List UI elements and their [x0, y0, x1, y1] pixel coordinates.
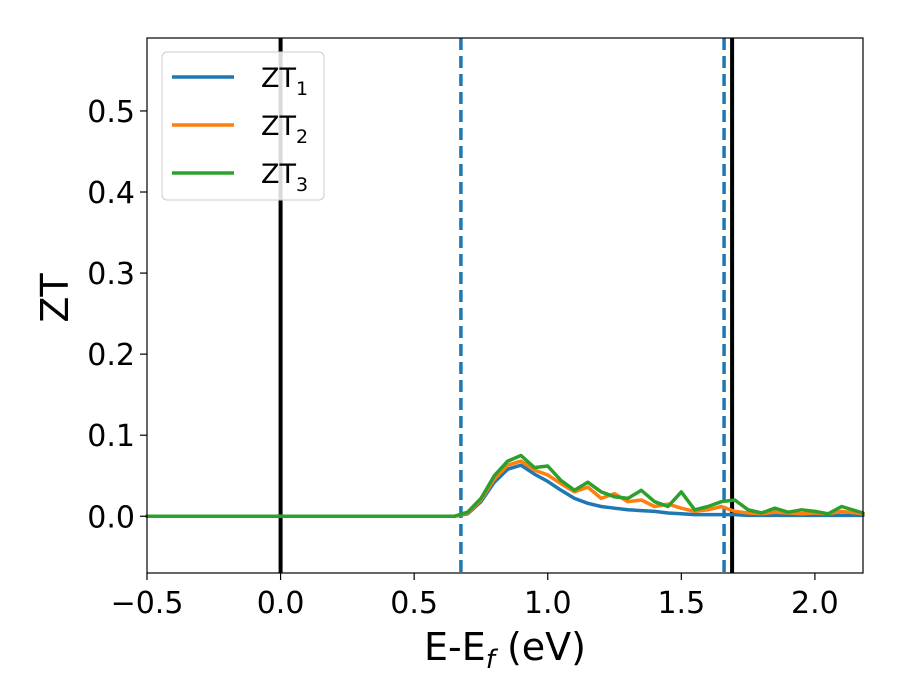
legend: ZT1 ZT2 ZT3	[161, 51, 325, 201]
reference-lines	[278, 38, 735, 573]
x-tick-label: 1.0	[524, 586, 572, 621]
x-axis-label: E-Ef (eV)	[424, 625, 586, 675]
x-tick-label: −0.5	[111, 586, 184, 621]
x-tick-label: 0.5	[390, 586, 438, 621]
legend-label-1: ZT1	[261, 63, 308, 100]
series-line-2	[145, 459, 865, 519]
x-tick-label: 1.5	[657, 586, 705, 621]
y-axis-ticks: 0.0 0.1 0.2 0.3 0.4 0.5	[87, 95, 147, 535]
series-line-1	[145, 463, 865, 519]
y-tick-label: 0.5	[87, 95, 135, 130]
legend-box	[161, 51, 325, 201]
y-tick-label: 0.3	[87, 257, 135, 292]
y-tick-label: 0.0	[87, 500, 135, 535]
series-line-3	[145, 453, 865, 519]
y-tick-label: 0.4	[87, 176, 135, 211]
x-axis-ticks: −0.5 0.0 0.5 1.0 1.5 2.0	[111, 573, 839, 621]
y-tick-label: 0.1	[87, 419, 135, 454]
legend-label-2: ZT2	[261, 111, 308, 148]
x-tick-label: 2.0	[791, 586, 839, 621]
legend-label-3: ZT3	[261, 159, 308, 196]
y-tick-label: 0.2	[87, 338, 135, 373]
plot-frame	[146, 37, 864, 574]
y-axis-label: ZT	[33, 273, 77, 323]
series-group	[145, 453, 865, 519]
x-tick-label: 0.0	[257, 586, 305, 621]
